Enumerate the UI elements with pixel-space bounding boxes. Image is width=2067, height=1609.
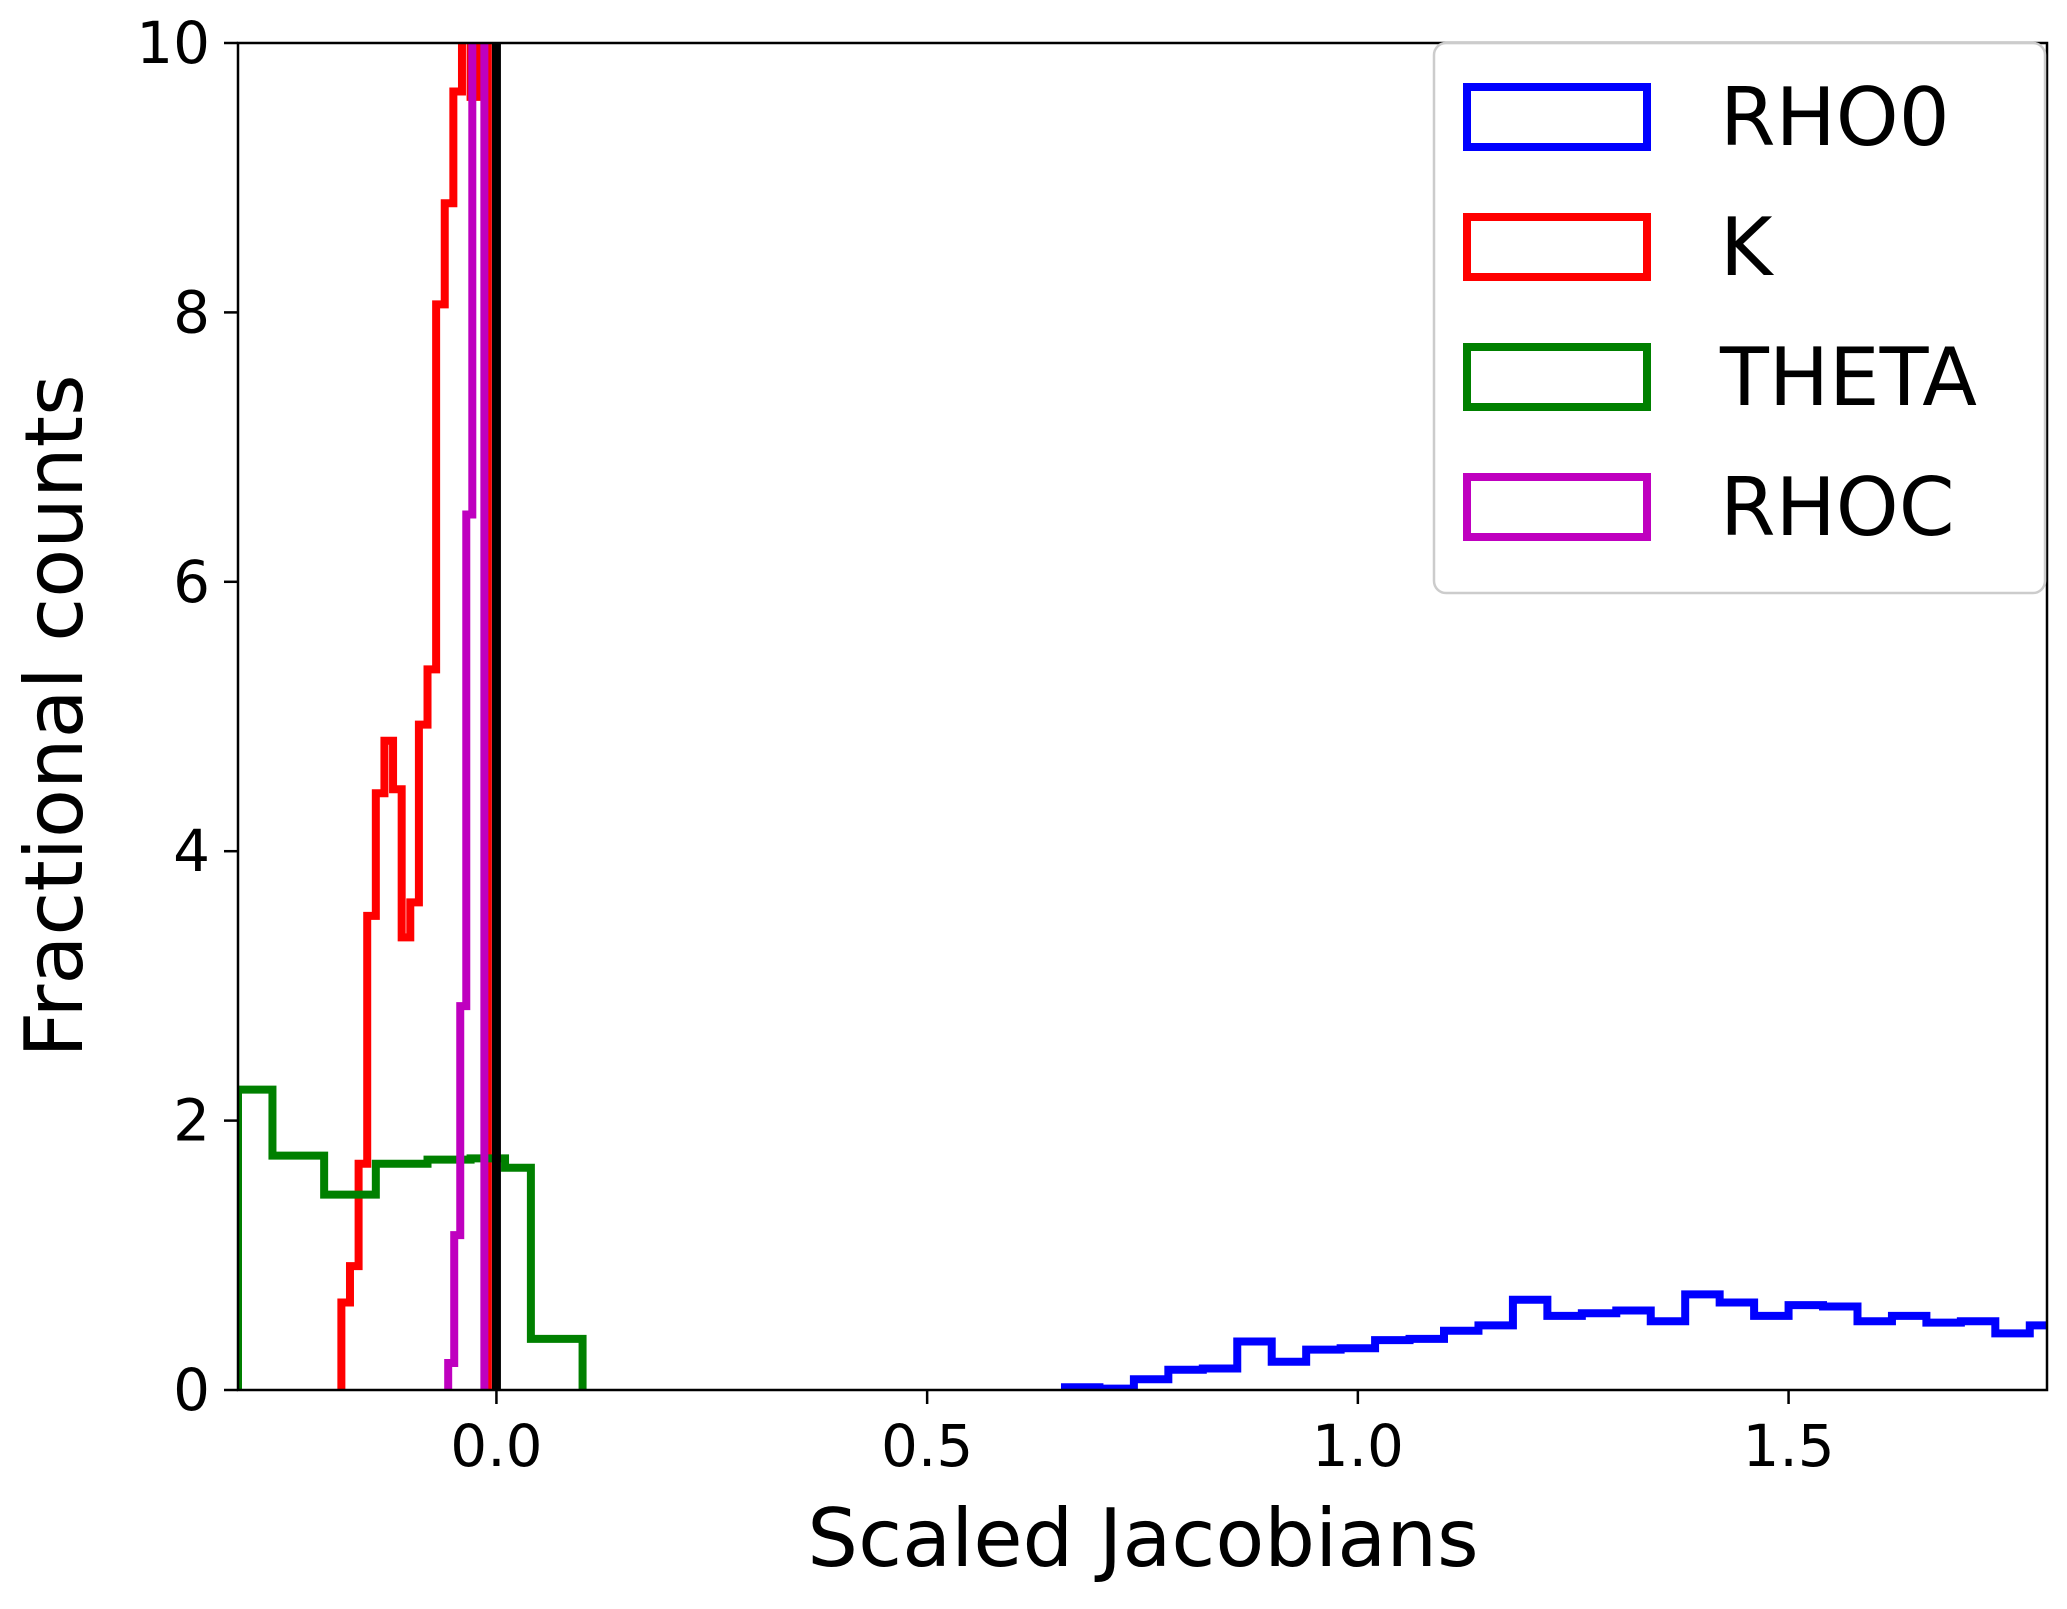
y-tick-label: 4 <box>173 817 210 885</box>
y-tick-label: 0 <box>173 1356 210 1424</box>
y-tick-label: 2 <box>173 1087 210 1155</box>
series-k-line <box>337 43 492 1390</box>
x-tick-label: 1.5 <box>1742 1412 1834 1480</box>
legend-label-theta: THETA <box>1719 331 1977 424</box>
legend-label-rho0: RHO0 <box>1720 71 1950 164</box>
series-rhoc-line <box>444 43 489 1390</box>
series-layer <box>238 43 2047 1390</box>
legend-swatch-k <box>1463 213 1651 281</box>
y-tick-label: 8 <box>173 278 210 346</box>
legend-label-rhoc: RHOC <box>1720 461 1955 554</box>
x-tick-label: 0.0 <box>450 1412 542 1480</box>
axes-frame <box>236 41 2049 1392</box>
series-theta-line <box>238 1085 587 1390</box>
x-tick-label: 1.0 <box>1312 1412 1404 1480</box>
y-axis-label: Fractional counts <box>8 374 101 1057</box>
x-tick-label: 0.5 <box>881 1412 973 1480</box>
legend-box <box>1432 41 2047 595</box>
series-rho0-line <box>1060 1290 2047 1390</box>
legend-label-k: K <box>1720 201 1775 294</box>
x-axis: 0.0 0.5 1.0 1.5 <box>450 1390 1835 1480</box>
x-axis-label: Scaled Jacobians <box>807 1492 1478 1585</box>
y-tick-label: 6 <box>173 548 210 616</box>
legend-swatch-rho0 <box>1463 83 1651 151</box>
y-tick-label: 10 <box>136 9 210 77</box>
y-axis: 0 2 4 6 8 10 <box>136 9 238 1424</box>
legend-swatch-rhoc <box>1463 473 1651 541</box>
legend-swatch-theta <box>1463 343 1651 411</box>
legend: RHO0 K THETA RHOC <box>1432 41 2047 595</box>
